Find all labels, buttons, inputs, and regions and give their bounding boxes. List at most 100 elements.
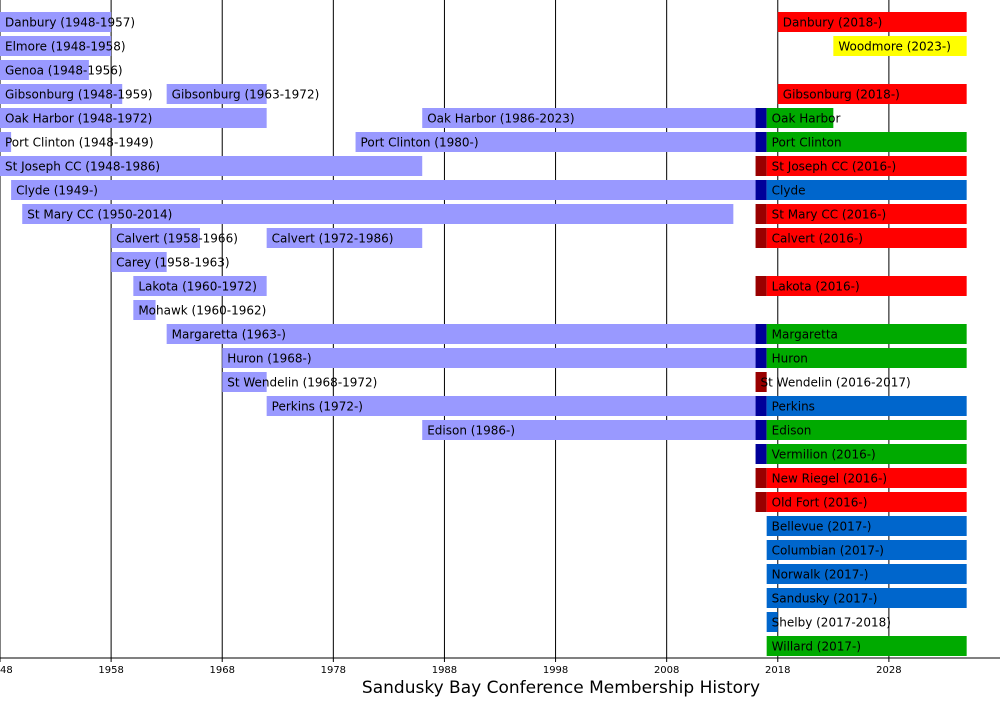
bar-label: Gibsonburg (1963-1972) — [172, 88, 320, 102]
membership-bar — [766, 468, 967, 488]
membership-bar — [0, 60, 89, 80]
bar-label: Sandusky (2017-) — [772, 592, 878, 606]
membership-bar — [766, 348, 967, 368]
membership-bar — [766, 228, 967, 248]
membership-bar — [766, 492, 967, 512]
bar-label: Danbury (1948-1957) — [5, 16, 135, 30]
membership-bar — [133, 276, 267, 296]
membership-bar — [755, 348, 767, 368]
bar-label: Columbian (2017-) — [772, 544, 884, 558]
bar-label: Shelby (2017-2018) — [772, 616, 891, 630]
membership-bar — [766, 588, 967, 608]
x-tick-label: 2028 — [876, 665, 901, 676]
membership-bar — [766, 636, 967, 656]
membership-bar — [755, 132, 767, 152]
x-tick-label: 1958 — [98, 665, 123, 676]
bar-label: Clyde — [772, 184, 806, 198]
membership-bar — [266, 228, 423, 248]
bars — [0, 12, 967, 656]
membership-bar — [422, 108, 756, 128]
bar-label: Old Fort (2016-) — [772, 496, 868, 510]
bar-label: Port Clinton (1948-1949) — [5, 136, 154, 150]
membership-bar — [766, 564, 967, 584]
labels: Danbury (1948-1957) Danbury (2018-) Elmore… — [5, 16, 951, 654]
membership-bar — [766, 180, 967, 200]
bar-label: Genoa (1948-1956) — [5, 64, 123, 78]
membership-bar — [766, 324, 967, 344]
bar-label: Port Clinton (1980-) — [361, 136, 479, 150]
membership-bar — [355, 132, 756, 152]
membership-bar — [766, 420, 967, 440]
bar-label: Perkins — [772, 400, 815, 414]
bar-label: Mohawk (1960-1962) — [138, 304, 266, 318]
bar-label: Gibsonburg (1948-1959) — [5, 88, 153, 102]
membership-bar — [0, 108, 267, 128]
membership-bar — [0, 12, 112, 32]
bar-label: St Wendelin (1968-1972) — [227, 376, 377, 390]
membership-bar — [755, 372, 767, 392]
membership-bar — [755, 228, 767, 248]
chart-title: Sandusky Bay Conference Membership Histo… — [362, 678, 760, 698]
x-tick-label: 2008 — [654, 665, 679, 676]
membership-bar — [222, 372, 267, 392]
membership-bar — [111, 228, 200, 248]
membership-bar — [777, 84, 967, 104]
membership-bar — [766, 132, 967, 152]
membership-bar — [266, 396, 756, 416]
bar-label: Oak Harbor (1948-1972) — [5, 112, 152, 126]
membership-bar — [777, 12, 967, 32]
bar-label: Calvert (1972-1986) — [272, 232, 394, 246]
membership-bar — [755, 396, 767, 416]
membership-bar — [766, 156, 967, 176]
membership-bar — [755, 276, 767, 296]
membership-bar — [755, 108, 767, 128]
membership-bar — [755, 492, 767, 512]
membership-bar — [166, 84, 267, 104]
membership-bar — [222, 348, 756, 368]
membership-bar — [0, 132, 12, 152]
bar-label: Edison — [772, 424, 812, 438]
bar-label: Norwalk (2017-) — [772, 568, 869, 582]
bar-label: Willard (2017-) — [772, 640, 861, 654]
membership-bar — [766, 612, 778, 632]
bar-label: Lakota (2016-) — [772, 280, 860, 294]
membership-bar — [755, 204, 767, 224]
membership-bar — [755, 180, 767, 200]
membership-bar — [755, 444, 767, 464]
bar-label: St Mary CC (2016-) — [772, 208, 887, 222]
bar-label: Calvert (1958-1966) — [116, 232, 238, 246]
bar-label: Clyde (1949-) — [16, 184, 98, 198]
x-tick-label: 1988 — [432, 665, 457, 676]
membership-bar — [22, 204, 734, 224]
membership-bar — [833, 36, 967, 56]
bar-label: Woodmore (2023-) — [838, 40, 951, 54]
membership-bar — [11, 180, 756, 200]
x-tick-label: 2018 — [765, 665, 790, 676]
membership-bar — [0, 84, 123, 104]
bar-label: Gibsonburg (2018-) — [783, 88, 900, 102]
x-tick-label: 1998 — [543, 665, 568, 676]
bar-label: Huron (1968-) — [227, 352, 311, 366]
bar-label: Carey (1958-1963) — [116, 256, 229, 270]
membership-bar — [755, 420, 767, 440]
bar-label: St Mary CC (1950-2014) — [27, 208, 172, 222]
bar-label: Port Clinton — [772, 136, 842, 150]
x-tick-label: 1968 — [209, 665, 234, 676]
membership-bar — [766, 444, 967, 464]
membership-bar — [133, 300, 156, 320]
bar-label: Perkins (1972-) — [272, 400, 363, 414]
bar-label: Edison (1986-) — [427, 424, 515, 438]
bar-label: Oak Harbor — [772, 112, 841, 126]
bar-label: Lakota (1960-1972) — [138, 280, 257, 294]
bar-label: Calvert (2016-) — [772, 232, 863, 246]
x-tick-label: 1948 — [0, 665, 13, 676]
membership-bar — [755, 324, 767, 344]
membership-bar — [755, 468, 767, 488]
membership-bar — [111, 252, 167, 272]
bar-label: Elmore (1948-1958) — [5, 40, 126, 54]
bar-label: St Joseph CC (2016-) — [772, 160, 897, 174]
bar-label: Vermilion (2016-) — [772, 448, 876, 462]
bar-label: Oak Harbor (1986-2023) — [427, 112, 574, 126]
bar-label: Margaretta (1963-) — [172, 328, 286, 342]
